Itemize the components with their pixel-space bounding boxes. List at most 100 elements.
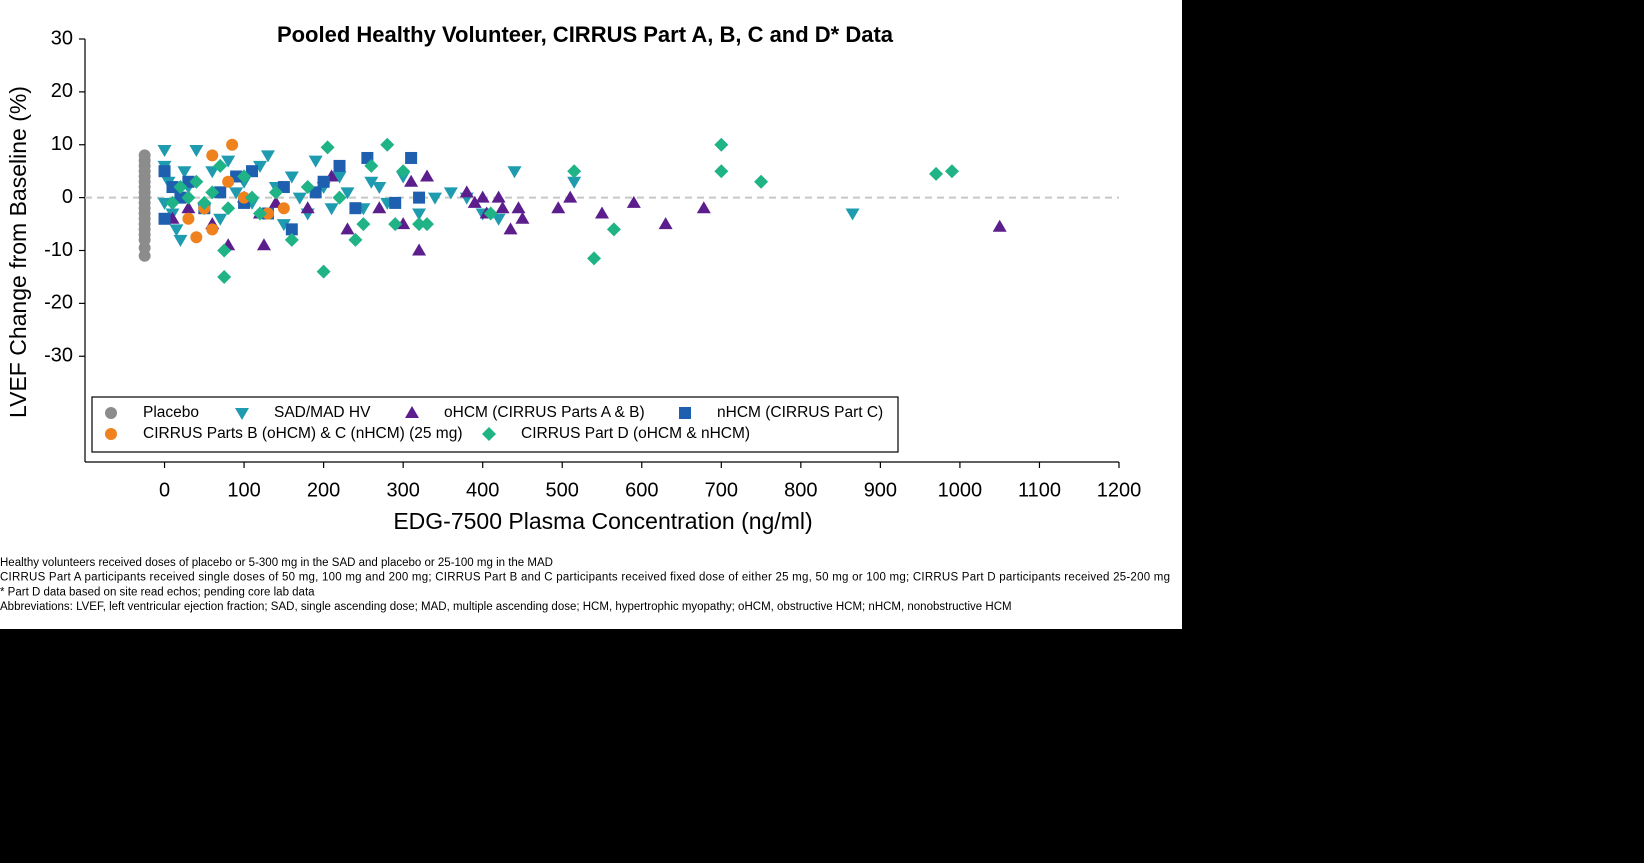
data-point [277,181,290,194]
y-tick-label: -30 [44,345,73,367]
data-point [714,164,729,179]
data-point [317,175,330,188]
data-point [300,201,315,214]
data-point [349,202,362,215]
data-point [332,190,347,205]
data-point [213,213,228,226]
data-point [495,201,510,214]
data-point [221,155,236,168]
data-point [332,171,347,184]
data-point [157,145,172,158]
data-point [396,164,411,179]
data-point [944,164,959,179]
data-point [256,238,271,251]
data-point [213,158,228,173]
data-point [190,231,203,244]
data-point [217,243,232,258]
data-point [503,222,518,235]
chart-title: Pooled Healthy Volunteer, CIRRUS Part A,… [277,22,894,47]
data-point [261,207,274,220]
data-point [587,251,602,266]
footnote: * Part D data based on site read echos; … [0,586,315,598]
data-point [189,174,204,189]
data-point [229,187,244,200]
data-point [181,201,196,214]
data-point [405,151,418,164]
legend-label: CIRRUS Part D (oHCM & nHCM) [521,425,750,442]
data-point [238,191,251,204]
data-point [284,232,299,247]
data-point [364,158,379,173]
data-point [217,269,232,284]
data-point [309,186,322,199]
footnote: Abbreviations: LVEF, left ventricular ej… [0,601,1012,613]
legend-label: oHCM (CIRRUS Parts A & B) [444,404,645,421]
data-point [515,211,530,224]
x-tick-label: 1200 [1097,479,1142,501]
data-point [177,166,192,179]
data-point [348,232,363,247]
x-tick-label: 300 [386,479,419,501]
data-point [412,243,427,256]
data-point [340,187,355,200]
x-tick-label: 900 [864,479,897,501]
data-point [356,217,371,232]
data-point [412,217,427,232]
x-tick-label: 800 [784,479,817,501]
data-point [626,195,641,208]
y-tick-label: 10 [51,133,73,155]
x-tick-label: 500 [546,479,579,501]
data-point [285,223,298,236]
data-point [427,192,442,205]
data-point [483,206,498,221]
data-point [389,196,402,209]
data-point [206,149,219,162]
data-point [412,208,427,221]
data-point [404,174,419,187]
data-point [475,190,490,203]
data-point [459,185,474,198]
x-tick-label: 0 [159,479,170,501]
data-point [245,190,260,205]
data-point [174,191,187,204]
data-point [169,224,184,237]
data-point [491,213,506,226]
legend-label: CIRRUS Parts B (oHCM) & C (nHCM) (25 mg) [143,425,463,442]
legend-label: Placebo [143,404,199,421]
x-tick-label: 1100 [1018,479,1061,501]
data-point [277,202,290,215]
x-axis-title: EDG-7500 Plasma Concentration (ng/ml) [393,508,812,534]
data-point [467,195,482,208]
data-point [165,195,180,210]
data-point [173,234,188,247]
data-point [197,195,212,210]
data-point [551,201,566,214]
legend-marker [105,428,117,440]
data-point [372,182,387,195]
data-point [206,223,219,236]
legend-marker [482,427,496,441]
data-point [252,160,267,173]
data-point [158,165,171,178]
legend-marker [235,408,249,420]
footnote: CIRRUS Part A participants received sing… [0,572,1170,584]
legend [91,396,899,453]
x-tick-label: 600 [625,479,658,501]
data-point [754,174,769,189]
chart-area [0,0,1182,629]
y-tick-label: -20 [44,292,73,314]
data-point [300,180,315,195]
y-tick-label: 30 [51,27,73,49]
data-point [567,176,582,189]
data-point [205,166,220,179]
x-tick-label: 700 [705,479,738,501]
data-point [696,201,711,214]
footnote: Healthy volunteers received doses of pla… [0,557,553,569]
data-point [138,149,151,162]
data-point [333,159,346,172]
data-point [252,206,267,221]
data-point [420,169,435,182]
y-tick-label: -10 [44,239,73,261]
data-point [388,217,403,232]
